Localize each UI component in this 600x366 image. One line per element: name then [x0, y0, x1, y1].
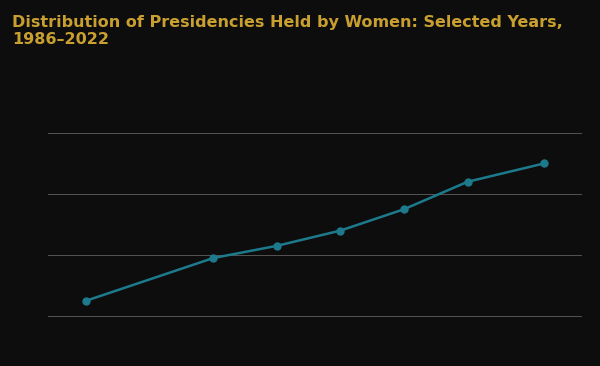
Text: Distribution of Presidencies Held by Women: Selected Years,
1986–2022: Distribution of Presidencies Held by Wom… [12, 15, 563, 47]
